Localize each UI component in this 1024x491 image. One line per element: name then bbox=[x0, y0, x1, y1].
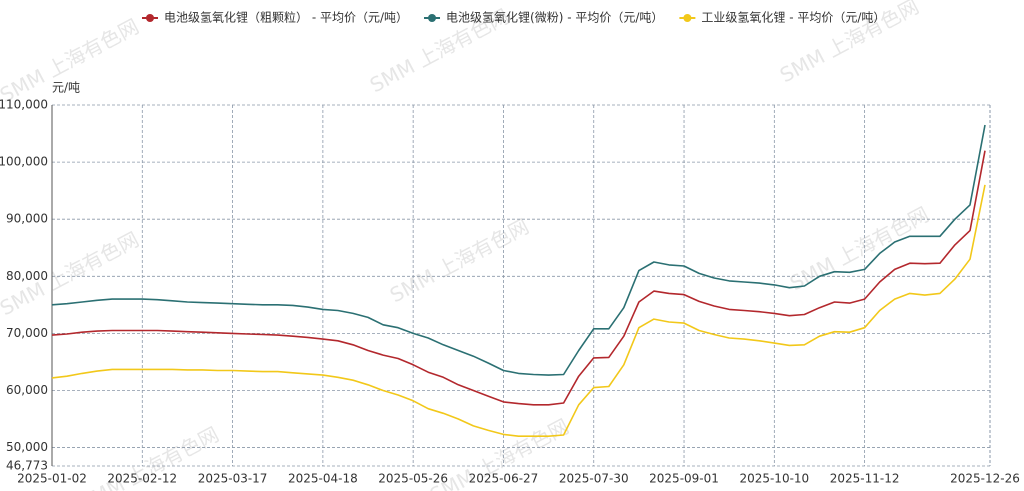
legend-marker bbox=[428, 14, 437, 22]
x-tick-label: 2025-05-26 bbox=[378, 472, 448, 486]
y-tick-label: 70,000 bbox=[6, 326, 48, 340]
legend-label: 电池级氢氧化锂(微粉) - 平均价（元/吨） bbox=[446, 10, 663, 25]
y-tick-label: 46,773 bbox=[6, 459, 48, 473]
legend-label: 工业级氢氧化锂 - 平均价（元/吨） bbox=[701, 10, 885, 25]
x-tick-label: 2025-10-10 bbox=[739, 472, 809, 486]
watermark: SMM 上海有色网 bbox=[386, 214, 533, 307]
x-tick-label: 2025-07-30 bbox=[559, 472, 629, 486]
legend: 电池级氢氧化锂（粗颗粒） - 平均价（元/吨） 电池级氢氧化锂(微粉) - 平均价… bbox=[142, 10, 885, 25]
y-tick-label: 50,000 bbox=[6, 440, 48, 454]
y-unit: 元/吨 bbox=[52, 81, 80, 95]
x-tick-label: 2025-12-26 bbox=[950, 472, 1020, 486]
x-tick-label: 2025-11-12 bbox=[830, 472, 900, 486]
x-tick-label: 2025-02-12 bbox=[107, 472, 177, 486]
legend-marker bbox=[683, 14, 692, 22]
x-tick-label: 2025-04-18 bbox=[288, 472, 358, 486]
y-tick-label: 90,000 bbox=[6, 212, 48, 226]
watermark: SMM 上海有色网 bbox=[786, 202, 933, 295]
y-tick-label: 100,000 bbox=[0, 155, 48, 169]
x-tick-label: 2025-09-01 bbox=[649, 472, 719, 486]
x-tick-label: 2025-06-27 bbox=[469, 472, 539, 486]
series-line bbox=[51, 124, 986, 376]
x-tick-label: 2025-03-17 bbox=[198, 472, 268, 486]
y-tick-label: 110,000 bbox=[0, 98, 48, 112]
y-tick-label: 80,000 bbox=[6, 269, 48, 283]
legend-label: 电池级氢氧化锂（粗颗粒） - 平均价（元/吨） bbox=[164, 10, 408, 25]
x-tick-label: 2025-01-02 bbox=[17, 472, 87, 486]
series-line bbox=[51, 150, 986, 406]
legend-marker bbox=[146, 14, 154, 22]
series-line bbox=[51, 184, 986, 437]
y-tick-label: 60,000 bbox=[6, 383, 48, 397]
